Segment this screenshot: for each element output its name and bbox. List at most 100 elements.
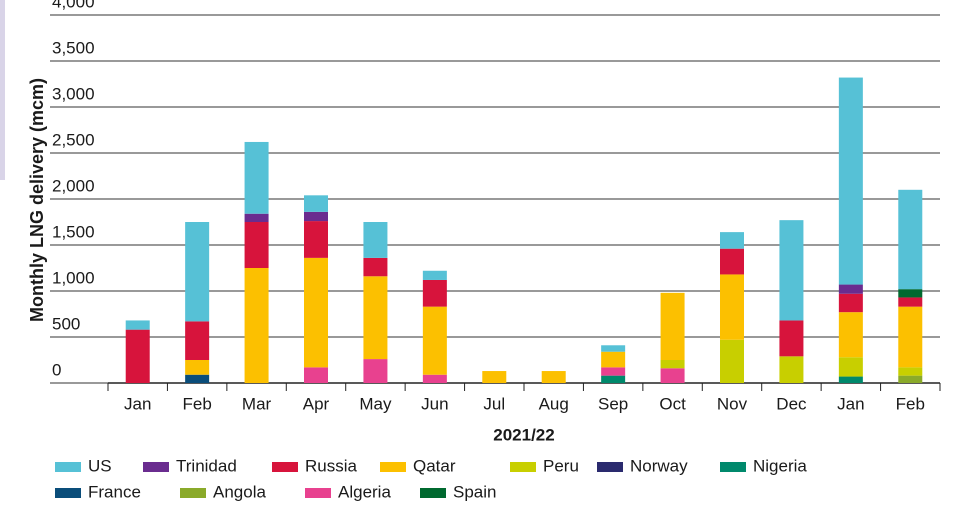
y-tick-label: 2,000 (52, 176, 95, 195)
bar-segment (363, 276, 388, 360)
bar-segment (244, 268, 269, 383)
bar-segment (898, 306, 923, 368)
x-tick-label: Jun (421, 394, 448, 413)
bar-segment (482, 371, 507, 383)
legend-swatch (55, 488, 81, 498)
bar-segment (838, 293, 863, 313)
x-tick-label: Feb (182, 394, 211, 413)
bar-segment (838, 357, 863, 377)
x-tick-label: Jan (124, 394, 151, 413)
x-tick-label: May (359, 394, 392, 413)
bar-segment (541, 371, 566, 383)
x-axis-title: 2021/22 (493, 425, 554, 444)
legend-swatch (180, 488, 206, 498)
legend-label: US (88, 456, 112, 475)
bar-segment (185, 360, 210, 375)
bar-segment (720, 274, 744, 340)
x-tick-label: Mar (242, 394, 272, 413)
legend-label: France (88, 482, 141, 501)
y-tick-label: 3,500 (52, 38, 95, 57)
bar-segment (125, 320, 150, 330)
bar-segment (304, 211, 328, 222)
bar-segment (898, 375, 923, 383)
bar-segment (244, 141, 269, 214)
bar-segment (838, 312, 863, 358)
bar-segment (422, 374, 447, 383)
legend-label: Russia (305, 456, 358, 475)
legend-label: Algeria (338, 482, 391, 501)
legend-label: Angola (213, 482, 266, 501)
legend-label: Spain (453, 482, 496, 501)
bar-segment (304, 195, 328, 212)
bar-segment (185, 222, 210, 322)
bar-segment (720, 248, 744, 275)
bar-segment (304, 257, 328, 368)
bar-segment (244, 222, 269, 268)
legend-label: Norway (630, 456, 688, 475)
legend-swatch (55, 462, 81, 472)
legend-label: Nigeria (753, 456, 807, 475)
legend-label: Trinidad (176, 456, 237, 475)
bar-segment (660, 292, 685, 360)
bar-segment (363, 257, 388, 277)
bar-segment (779, 220, 804, 321)
legend-swatch (420, 488, 446, 498)
y-tick-label: 2,500 (52, 130, 95, 149)
y-tick-label: 4,000 (52, 0, 95, 11)
x-tick-label: Oct (659, 394, 686, 413)
legend-swatch (510, 462, 536, 472)
bar-segment (838, 77, 863, 285)
y-tick-label: 1,500 (52, 222, 95, 241)
y-tick-label: 1,000 (52, 268, 95, 287)
bar-segment (779, 320, 804, 357)
x-tick-label: Nov (717, 394, 748, 413)
legend-label: Peru (543, 456, 579, 475)
bar-segment (363, 359, 388, 383)
bar-segment (898, 189, 923, 290)
legend-swatch (720, 462, 746, 472)
x-tick-label: Aug (539, 394, 569, 413)
bar-segment (720, 232, 744, 249)
legend-swatch (597, 462, 623, 472)
bar-segment (422, 270, 447, 280)
bar-segment (422, 279, 447, 307)
legend-swatch (272, 462, 298, 472)
y-axis-title: Monthly LNG delivery (mcm) (27, 78, 47, 322)
bar-segment (898, 289, 923, 298)
bar-segment (363, 222, 388, 258)
bar-segment (601, 351, 626, 368)
x-tick-label: Jan (837, 394, 864, 413)
x-tick-label: Apr (303, 394, 330, 413)
bar-segment (660, 360, 685, 369)
bar-segment (185, 321, 210, 360)
bar-segment (601, 375, 626, 383)
bar-segment (422, 306, 447, 375)
bar-segment (779, 356, 804, 383)
bar-segment (244, 213, 269, 222)
y-tick-label: 500 (52, 314, 80, 333)
y-tick-label: 0 (52, 360, 61, 379)
bar-segment (304, 221, 328, 258)
x-tick-label: Jul (483, 394, 505, 413)
x-tick-label: Dec (776, 394, 807, 413)
x-tick-label: Feb (896, 394, 925, 413)
bar-segment (660, 368, 685, 383)
bar-segment (898, 297, 923, 307)
legend-label: Qatar (413, 456, 456, 475)
x-tick-label: Sep (598, 394, 628, 413)
bar-segment (720, 339, 744, 383)
bar-segment (601, 345, 626, 352)
bar-segment (304, 367, 328, 383)
legend-swatch (380, 462, 406, 472)
legend-swatch (305, 488, 331, 498)
legend-swatch (143, 462, 169, 472)
side-accent (0, 0, 5, 180)
y-tick-label: 3,000 (52, 84, 95, 103)
bar-segment (185, 374, 210, 383)
bar-segment (838, 376, 863, 383)
bar-segment (601, 367, 626, 376)
bar-segment (125, 329, 150, 383)
bar-segment (898, 367, 923, 376)
bar-segment (838, 284, 863, 294)
